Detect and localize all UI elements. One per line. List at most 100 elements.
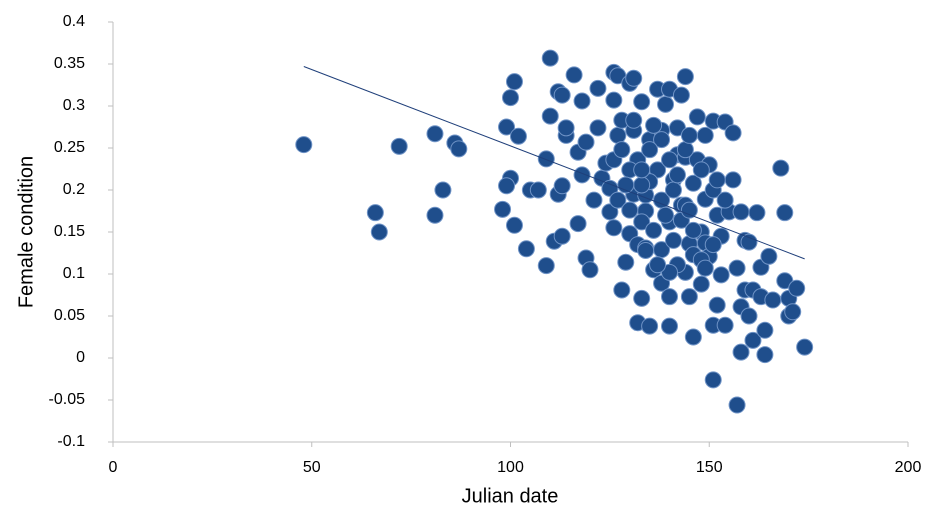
- point: [366, 204, 384, 222]
- point: [505, 216, 523, 234]
- point: [505, 73, 523, 91]
- point: [645, 116, 663, 134]
- point: [764, 291, 782, 309]
- point: [657, 95, 675, 113]
- point: [553, 86, 571, 104]
- point: [498, 177, 516, 195]
- point: [664, 231, 682, 249]
- point: [645, 221, 663, 239]
- point: [541, 49, 559, 67]
- point: [776, 272, 794, 290]
- point: [653, 131, 671, 149]
- x-tick-label: 150: [696, 459, 723, 476]
- point: [680, 201, 698, 219]
- point: [732, 203, 750, 221]
- point: [696, 259, 714, 277]
- point: [633, 93, 651, 111]
- point: [756, 321, 774, 339]
- point: [617, 253, 635, 271]
- point: [609, 191, 627, 209]
- point: [502, 89, 519, 107]
- point: [621, 201, 639, 219]
- point: [637, 241, 655, 259]
- point: [680, 126, 698, 144]
- point: [553, 177, 571, 195]
- point: [661, 317, 678, 335]
- point: [565, 66, 583, 84]
- y-tick-label: 0.35: [54, 55, 85, 72]
- point: [668, 166, 686, 184]
- y-tick-label: 0.3: [63, 97, 85, 114]
- point: [724, 124, 742, 142]
- y-axis-title: Female condition: [15, 156, 37, 308]
- y-tick-label: 0.4: [63, 13, 85, 30]
- x-tick-label: 100: [497, 459, 524, 476]
- y-tick-label: -0.05: [49, 391, 86, 408]
- point: [657, 206, 675, 224]
- point: [716, 191, 734, 209]
- y-tick-label: 0.15: [54, 223, 85, 240]
- point: [605, 219, 623, 237]
- point: [573, 92, 591, 110]
- point: [664, 181, 682, 199]
- point: [633, 213, 651, 231]
- point: [434, 181, 452, 199]
- point: [756, 346, 774, 364]
- point: [601, 179, 619, 197]
- point: [573, 166, 591, 184]
- point: [704, 236, 722, 254]
- point: [585, 191, 603, 209]
- point: [796, 338, 814, 356]
- point: [390, 137, 408, 155]
- point: [744, 331, 762, 349]
- point: [605, 91, 623, 109]
- point: [633, 289, 651, 307]
- point: [557, 119, 575, 137]
- point: [641, 317, 659, 335]
- point: [704, 371, 722, 389]
- point: [740, 233, 758, 251]
- point: [732, 343, 750, 361]
- point: [676, 141, 694, 159]
- point: [581, 261, 599, 279]
- point: [776, 204, 794, 222]
- point: [537, 150, 555, 168]
- point: [426, 125, 444, 143]
- point: [295, 136, 313, 154]
- point: [589, 119, 607, 137]
- point: [553, 227, 571, 245]
- y-tick-label: 0.2: [63, 181, 85, 198]
- point: [641, 141, 659, 159]
- point: [517, 240, 535, 258]
- point: [541, 107, 559, 125]
- point: [724, 171, 742, 189]
- point: [772, 159, 790, 177]
- point: [494, 200, 512, 218]
- point: [661, 263, 678, 281]
- point: [716, 316, 734, 334]
- point: [788, 279, 806, 297]
- x-tick-label: 200: [895, 459, 922, 476]
- trend-line: [303, 66, 805, 260]
- point: [370, 223, 388, 241]
- y-tick-label: -0.1: [57, 433, 85, 450]
- point: [784, 303, 802, 321]
- point: [696, 126, 714, 144]
- point: [613, 141, 631, 159]
- point: [577, 133, 595, 151]
- y-tick-label: 0.25: [54, 139, 85, 156]
- point: [684, 221, 702, 239]
- point: [708, 171, 726, 189]
- point: [684, 328, 702, 346]
- point: [688, 108, 706, 126]
- point: [708, 296, 726, 314]
- point: [712, 266, 730, 284]
- point: [633, 176, 651, 194]
- point: [609, 126, 627, 144]
- point: [760, 247, 778, 265]
- point: [625, 69, 643, 87]
- point: [661, 288, 678, 306]
- y-tick-label: 0: [76, 349, 85, 366]
